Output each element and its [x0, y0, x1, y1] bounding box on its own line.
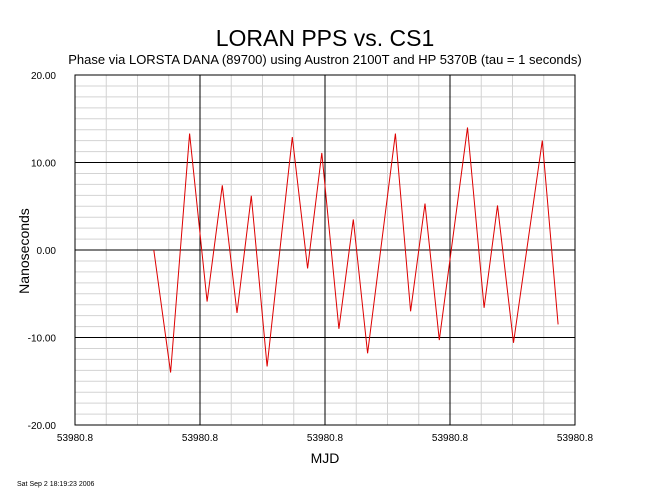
timestamp: Sat Sep 2 18:19:23 2006	[17, 481, 95, 488]
y-tick-label: -10.00	[28, 334, 57, 345]
y-tick-label: 0.00	[37, 246, 57, 257]
x-tick-label: 53980.8	[57, 433, 94, 444]
plot-frame	[74, 74, 576, 426]
x-tick-label: 53980.8	[182, 433, 219, 444]
x-tick-labels: 53980.8 53980.8 53980.8 53980.8 53980.8	[57, 433, 594, 444]
x-tick-label: 53980.8	[432, 433, 469, 444]
y-tick-label: 10.00	[31, 159, 56, 170]
major-grid	[75, 75, 575, 425]
x-tick-label: 53980.8	[307, 433, 344, 444]
y-axis-label: Nanoseconds	[16, 208, 32, 294]
y-tick-label: -20.00	[28, 421, 57, 432]
x-axis-label: MJD	[311, 450, 340, 466]
y-tick-label: 20.00	[31, 71, 56, 82]
series-line-1	[153, 127, 559, 373]
y-tick-labels: 20.00 10.00 0.00 -10.00 -20.00	[28, 71, 57, 432]
series-layer	[153, 127, 559, 373]
chart-title: LORAN PPS vs. CS1	[216, 25, 435, 51]
x-tick-label: 53980.8	[557, 433, 594, 444]
chart-subtitle: Phase via LORSTA DANA (89700) using Aust…	[68, 52, 581, 67]
